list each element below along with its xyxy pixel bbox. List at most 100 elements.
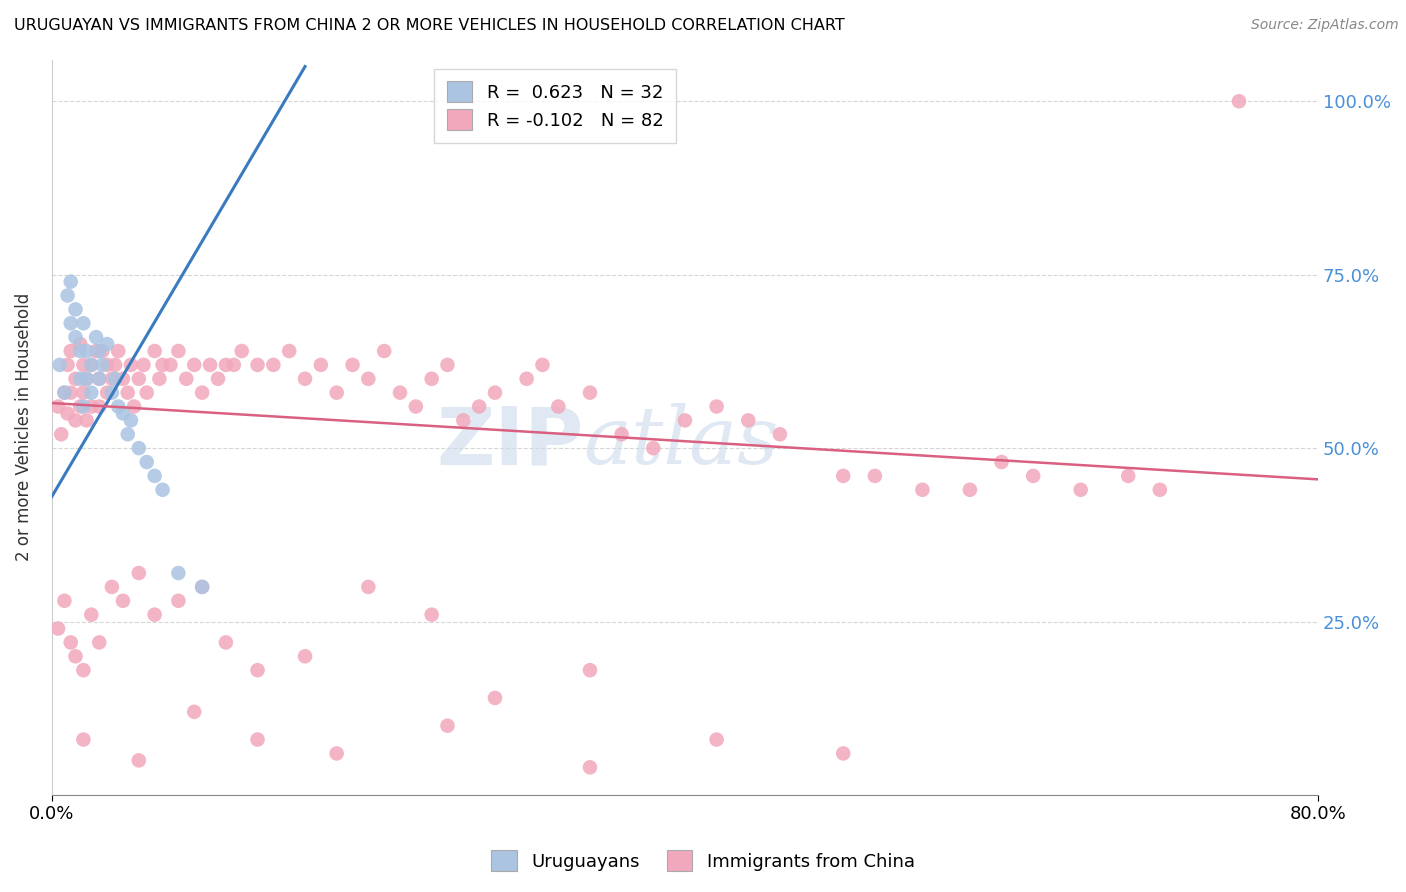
Point (198, 358, 221, 372)
Point (65, 372, 87, 386)
Point (357, 580, 380, 594)
Point (673, 413, 696, 427)
Point (143, 344, 166, 359)
Point (80, 358, 103, 372)
Point (484, 385, 506, 400)
Point (325, 385, 347, 400)
Point (453, 413, 475, 427)
Point (959, 483, 981, 497)
Point (579, 760, 602, 774)
Point (1022, 469, 1045, 483)
Point (1227, 94, 1250, 108)
Point (111, 407, 134, 421)
Point (547, 400, 569, 414)
Point (48, 358, 70, 372)
Point (101, 372, 124, 386)
Text: Source: ZipAtlas.com: Source: ZipAtlas.com (1251, 18, 1399, 32)
Point (72, 385, 94, 400)
Point (610, 427, 633, 442)
Point (76, 372, 98, 386)
Y-axis label: 2 or more Vehicles in Household: 2 or more Vehicles in Household (15, 293, 32, 561)
Point (135, 455, 157, 469)
Point (56, 358, 79, 372)
Point (80, 385, 103, 400)
Point (357, 372, 380, 386)
Point (278, 344, 301, 359)
Point (69, 344, 91, 359)
Point (107, 344, 129, 359)
Point (159, 358, 181, 372)
Point (579, 663, 602, 677)
Point (484, 690, 506, 705)
Point (143, 607, 166, 622)
Point (706, 732, 728, 747)
Point (388, 385, 411, 400)
Point (96, 358, 118, 372)
Point (59, 385, 82, 400)
Point (117, 427, 139, 442)
Point (65, 649, 87, 664)
Point (191, 580, 214, 594)
Point (405, 400, 427, 414)
Point (69, 372, 91, 386)
Point (72, 400, 94, 414)
Point (183, 705, 205, 719)
Point (373, 344, 395, 359)
Point (122, 400, 145, 414)
Point (1149, 483, 1171, 497)
Point (1070, 483, 1092, 497)
Point (990, 455, 1012, 469)
Point (89, 344, 111, 359)
Point (128, 372, 150, 386)
Legend: R =  0.623   N = 32, R = -0.102   N = 82: R = 0.623 N = 32, R = -0.102 N = 82 (434, 69, 676, 143)
Point (468, 400, 491, 414)
Point (111, 594, 134, 608)
Point (863, 469, 886, 483)
Point (80, 607, 103, 622)
Point (135, 385, 157, 400)
Point (89, 372, 111, 386)
Point (84, 330, 107, 344)
Point (436, 719, 458, 733)
Point (59, 316, 82, 330)
Point (176, 372, 198, 386)
Point (325, 747, 347, 761)
Point (132, 358, 155, 372)
Point (69, 400, 91, 414)
Point (65, 330, 87, 344)
Point (183, 358, 205, 372)
Point (104, 372, 127, 386)
Point (128, 441, 150, 455)
Point (96, 337, 118, 351)
Point (167, 594, 190, 608)
Point (107, 400, 129, 414)
Point (101, 580, 124, 594)
Point (222, 358, 245, 372)
Point (72, 316, 94, 330)
Point (59, 275, 82, 289)
Text: ZIP: ZIP (436, 403, 583, 481)
Point (531, 358, 554, 372)
Point (89, 372, 111, 386)
Point (76, 413, 98, 427)
Point (53, 385, 76, 400)
Point (59, 344, 82, 359)
Point (167, 566, 190, 580)
Point (128, 566, 150, 580)
Point (420, 372, 443, 386)
Point (436, 358, 458, 372)
Point (72, 732, 94, 747)
Point (342, 358, 364, 372)
Point (191, 580, 214, 594)
Point (769, 427, 792, 442)
Point (207, 372, 229, 386)
Point (643, 441, 665, 455)
Point (911, 483, 934, 497)
Point (72, 663, 94, 677)
Point (91, 358, 114, 372)
Point (152, 358, 174, 372)
Point (111, 372, 134, 386)
Text: atlas: atlas (583, 403, 779, 481)
Point (143, 469, 166, 483)
Point (1116, 469, 1139, 483)
